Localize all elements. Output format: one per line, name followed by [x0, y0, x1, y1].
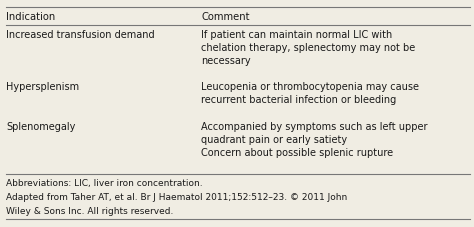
Text: Increased transfusion demand: Increased transfusion demand [6, 30, 155, 40]
Text: Adapted from Taher AT, et al. Br J Haematol 2011;152:512–23. © 2011 John: Adapted from Taher AT, et al. Br J Haema… [6, 192, 347, 201]
Text: Indication: Indication [6, 12, 55, 22]
Text: Comment: Comment [201, 12, 250, 22]
Text: Accompanied by symptoms such as left upper
quadrant pain or early satiety
Concer: Accompanied by symptoms such as left upp… [201, 121, 428, 157]
Text: Abbreviations: LIC, liver iron concentration.: Abbreviations: LIC, liver iron concentra… [6, 178, 202, 187]
Text: Wiley & Sons Inc. All rights reserved.: Wiley & Sons Inc. All rights reserved. [6, 206, 173, 215]
Text: Hypersplenism: Hypersplenism [6, 82, 79, 92]
Text: Splenomegaly: Splenomegaly [6, 121, 75, 131]
Text: Leucopenia or thrombocytopenia may cause
recurrent bacterial infection or bleedi: Leucopenia or thrombocytopenia may cause… [201, 82, 419, 104]
Text: If patient can maintain normal LIC with
chelation therapy, splenectomy may not b: If patient can maintain normal LIC with … [201, 30, 416, 65]
